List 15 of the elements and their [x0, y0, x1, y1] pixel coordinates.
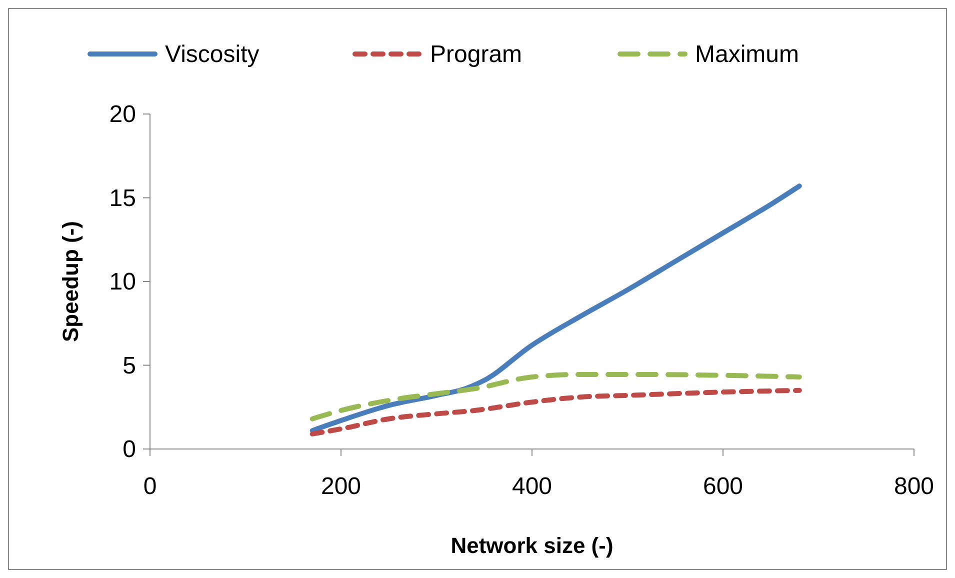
legend-label: Maximum	[695, 41, 800, 68]
x-axis-title: Network size (-)	[450, 533, 614, 558]
x-tick-label: 200	[320, 473, 362, 500]
y-axis-title: Speedup (-)	[58, 221, 83, 342]
y-tick-label: 15	[109, 184, 136, 212]
x-tick-label: 400	[512, 473, 552, 500]
x-tick-label: 0	[143, 473, 157, 500]
legend-label: Viscosity	[165, 41, 260, 68]
y-tick-label: 5	[122, 352, 136, 380]
y-tick-label: 0	[122, 436, 136, 463]
y-tick-label: 20	[109, 101, 136, 128]
legend-label: Program	[430, 41, 522, 68]
x-tick-label: 800	[894, 473, 934, 500]
x-tick-label: 600	[702, 473, 744, 500]
y-tick-label: 10	[109, 268, 136, 296]
